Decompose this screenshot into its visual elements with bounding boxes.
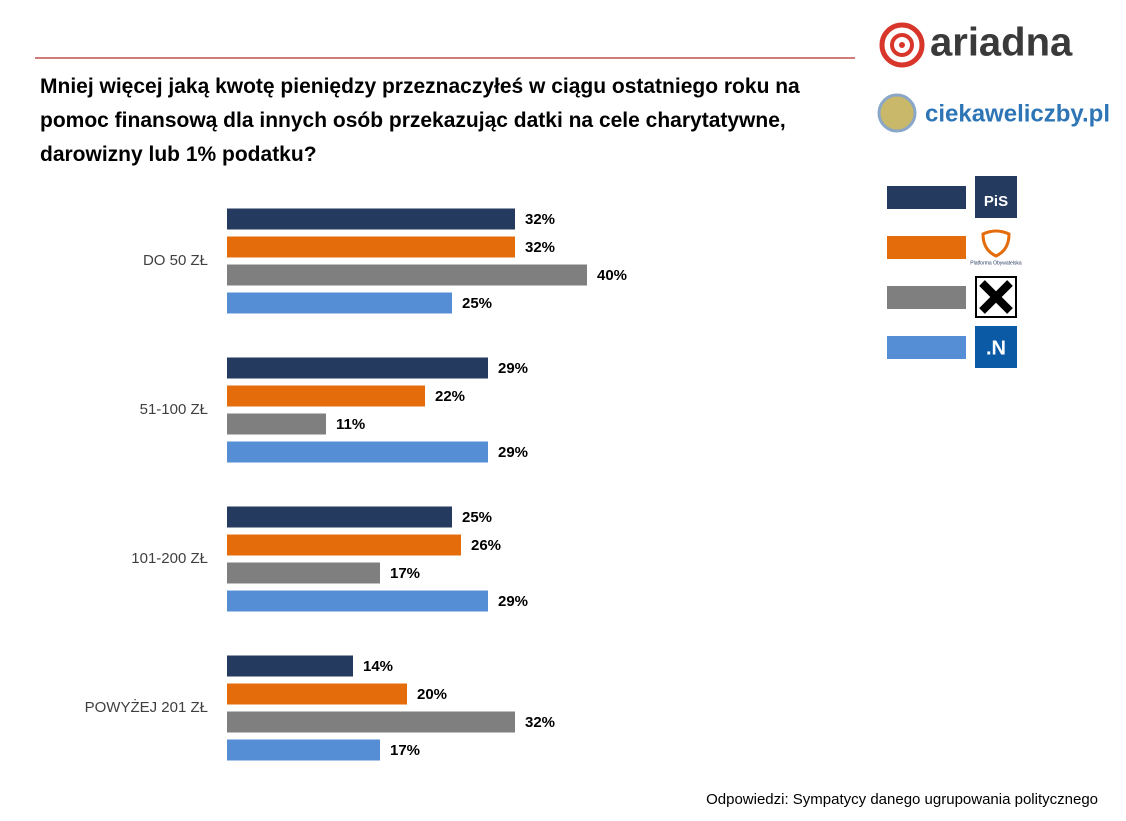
bar <box>227 534 461 556</box>
legend-swatch <box>887 286 966 309</box>
bar <box>227 590 488 612</box>
category-label: 51-100 ZŁ <box>140 401 208 418</box>
bar <box>227 506 452 528</box>
bar <box>227 562 380 584</box>
value-label: 17% <box>390 742 420 759</box>
bar <box>227 264 587 286</box>
value-label: 25% <box>462 509 492 526</box>
category-label: POWYŻEJ 201 ZŁ <box>85 698 208 716</box>
brand-logo: ariadna <box>930 21 1073 65</box>
category-label: 101-200 ZŁ <box>131 550 208 567</box>
bar <box>227 739 380 761</box>
value-label: 22% <box>435 388 465 405</box>
bar <box>227 208 515 230</box>
value-label: 32% <box>525 211 555 228</box>
legend-logo-mark <box>979 280 1013 314</box>
legend-swatch <box>887 236 966 259</box>
bar <box>227 385 425 407</box>
legend-swatch <box>887 186 966 209</box>
legend-label: Platforma Obywatelska <box>970 260 1022 266</box>
legend-logo <box>975 176 1017 218</box>
brand-site: ciekaweliczby.pl <box>925 100 1110 127</box>
ariadna-icon <box>879 22 925 68</box>
value-label: 29% <box>498 593 528 610</box>
legend-logo <box>975 326 1017 368</box>
value-label: 26% <box>471 537 501 554</box>
bar <box>227 292 452 314</box>
value-label: 11% <box>336 416 365 433</box>
value-label: 32% <box>525 239 555 256</box>
bar <box>227 655 353 677</box>
bar <box>227 236 515 258</box>
legend-label: .N <box>986 337 1006 359</box>
value-label: 20% <box>417 686 447 703</box>
legend-label: PiS <box>984 193 1008 210</box>
bar <box>227 683 407 705</box>
legend-swatch <box>887 336 966 359</box>
value-label: 14% <box>363 658 393 675</box>
value-label: 40% <box>597 267 627 284</box>
globe-icon <box>877 93 917 133</box>
value-label: 17% <box>390 565 420 582</box>
value-label: 29% <box>498 444 528 461</box>
bar <box>227 357 488 379</box>
bar <box>227 413 326 435</box>
value-label: 29% <box>498 360 528 377</box>
category-label: DO 50 ZŁ <box>143 252 208 269</box>
bar <box>227 441 488 463</box>
legend-logo-mark <box>981 229 1011 258</box>
footnote: Odpowiedzi: Sympatycy danego ugrupowania… <box>706 791 1098 808</box>
value-label: 32% <box>525 714 555 731</box>
chart-title: Mniej więcej jaką kwotę pieniędzy przezn… <box>40 75 800 166</box>
bar <box>227 711 515 733</box>
value-label: 25% <box>462 295 492 312</box>
